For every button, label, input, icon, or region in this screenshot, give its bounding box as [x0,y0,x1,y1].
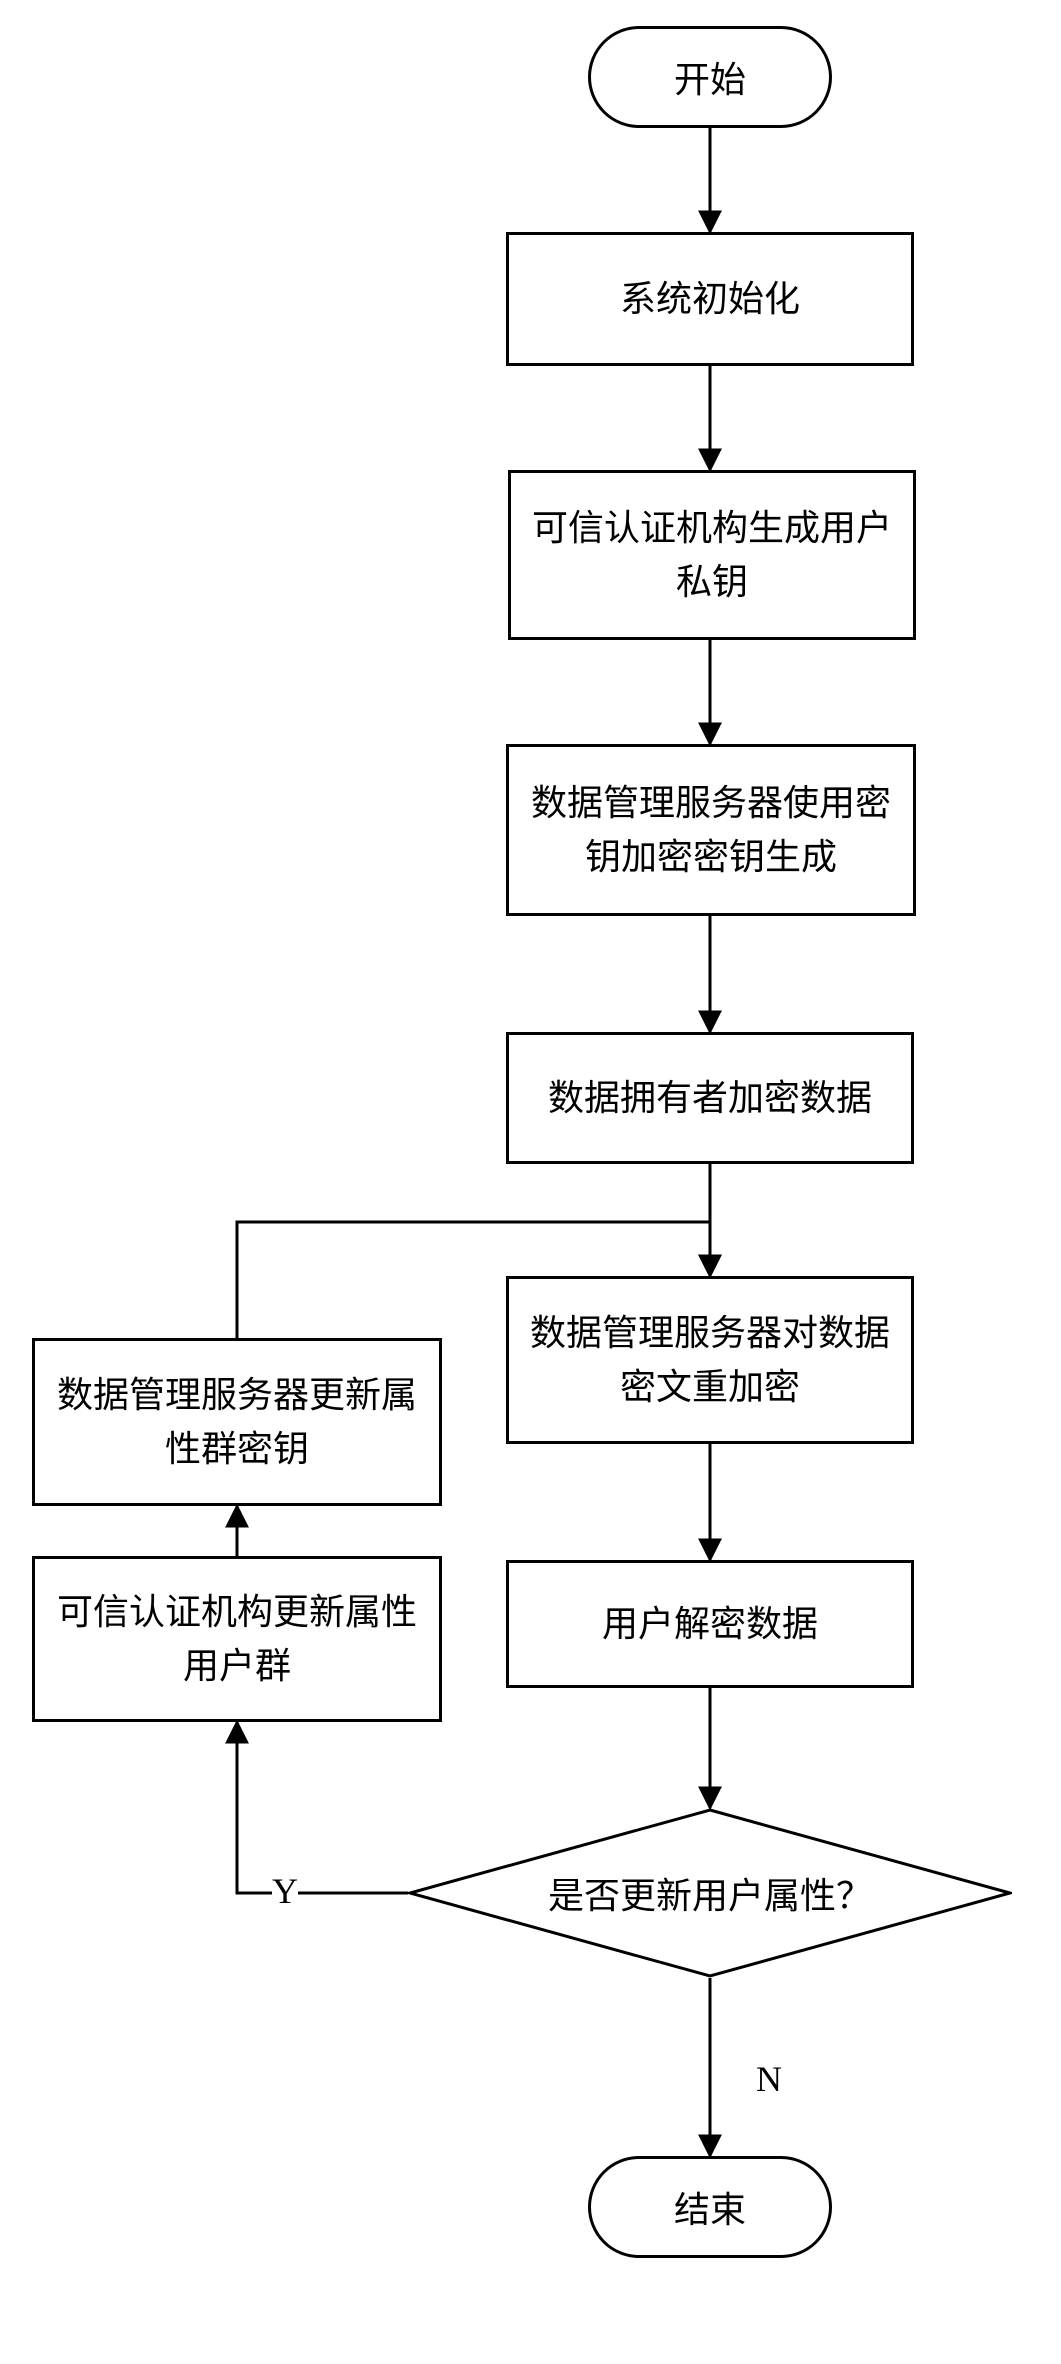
process-user-decrypt: 用户解密数据 [506,1560,914,1688]
process-update-attr-group-key-label: 数据管理服务器更新属性群密钥 [55,1368,419,1476]
start-node: 开始 [588,26,832,128]
process-gen-private-key: 可信认证机构生成用户私钥 [508,470,916,640]
end-node: 结束 [588,2156,832,2258]
end-label: 结束 [674,2181,746,2233]
process-reencrypt-label: 数据管理服务器对数据密文重加密 [529,1306,891,1414]
process-gen-private-key-label: 可信认证机构生成用户私钥 [531,501,893,609]
start-label: 开始 [674,51,746,103]
process-update-attr-user-group-label: 可信认证机构更新属性用户群 [55,1585,419,1693]
process-kek-gen: 数据管理服务器使用密钥加密密钥生成 [506,744,916,916]
process-user-decrypt-label: 用户解密数据 [602,1597,818,1651]
decision-update-attr: 是否更新用户属性？ [408,1808,1012,1978]
process-update-attr-group-key: 数据管理服务器更新属性群密钥 [32,1338,442,1506]
edge-label-yes: Y [272,1870,298,1912]
process-init: 系统初始化 [506,232,914,366]
process-owner-encrypt-label: 数据拥有者加密数据 [548,1071,872,1125]
process-reencrypt: 数据管理服务器对数据密文重加密 [506,1276,914,1444]
decision-update-attr-label: 是否更新用户属性？ [548,1867,872,1919]
process-kek-gen-label: 数据管理服务器使用密钥加密密钥生成 [529,776,893,884]
process-init-label: 系统初始化 [620,272,800,326]
flowchart-canvas: 开始 系统初始化 可信认证机构生成用户私钥 数据管理服务器使用密钥加密密钥生成 … [0,0,1061,2364]
process-owner-encrypt: 数据拥有者加密数据 [506,1032,914,1164]
process-update-attr-user-group: 可信认证机构更新属性用户群 [32,1556,442,1722]
edge-label-no: N [756,2058,782,2100]
